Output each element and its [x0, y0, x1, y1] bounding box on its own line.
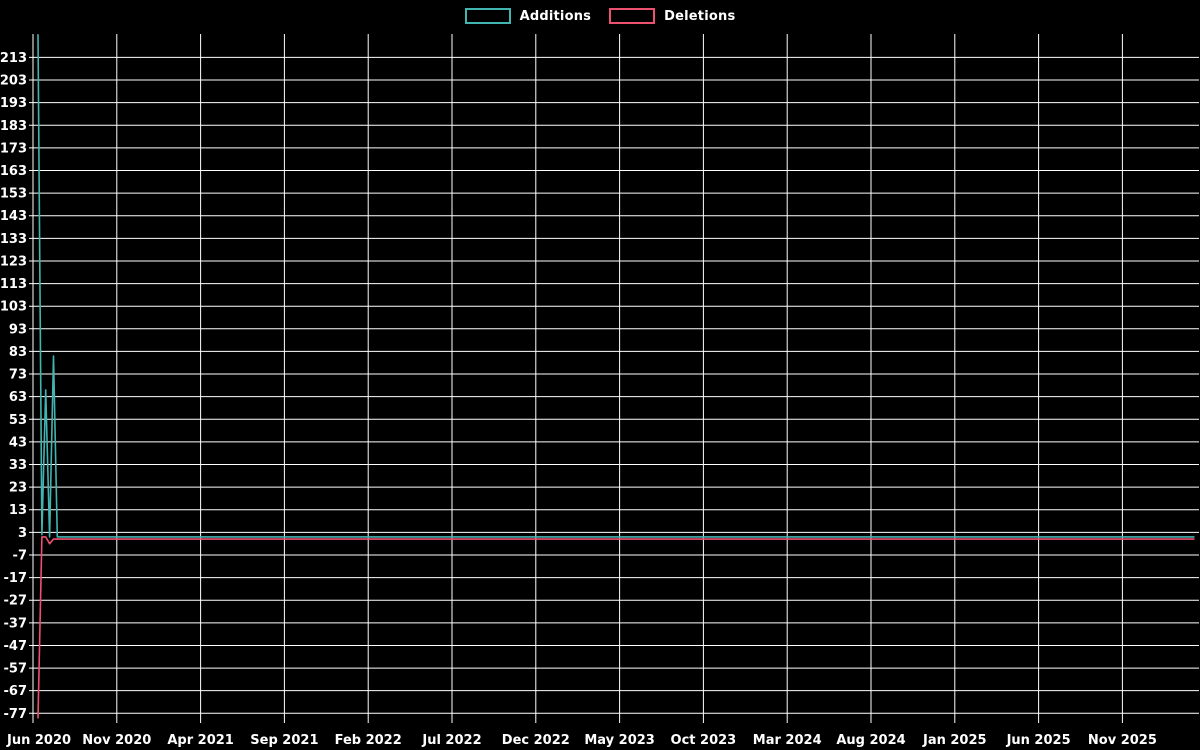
x-tick-label: May 2023	[584, 733, 655, 748]
x-tick-label: Dec 2022	[502, 733, 570, 748]
y-tick-label: 143	[0, 209, 27, 224]
x-tick-label: Jul 2022	[421, 733, 481, 748]
y-tick-label: -37	[4, 616, 28, 631]
y-tick-label: -77	[4, 707, 28, 722]
x-tick-label: Mar 2024	[753, 733, 822, 748]
y-tick-label: 123	[0, 254, 27, 269]
y-tick-label: 53	[9, 413, 27, 428]
legend-label-deletions: Deletions	[664, 8, 736, 24]
y-tick-label: 43	[9, 435, 27, 450]
y-tick-label: 33	[9, 458, 27, 473]
x-tick-label: Oct 2023	[671, 733, 737, 748]
x-tick-label: Feb 2022	[335, 733, 402, 748]
y-tick-label: 73	[9, 368, 27, 383]
y-tick-label: -7	[13, 548, 27, 563]
series-line-additions	[37, 33, 1195, 538]
y-tick-label: 113	[0, 277, 27, 292]
legend-label-additions: Additions	[519, 8, 592, 24]
y-tick-label: -67	[4, 684, 28, 699]
x-tick-label: Aug 2024	[836, 733, 905, 748]
x-tick-label: Nov 2025	[1088, 733, 1157, 748]
x-tick-label: Sep 2021	[250, 733, 318, 748]
y-tick-label: 63	[9, 390, 27, 405]
y-tick-label: 83	[9, 345, 27, 360]
chart-legend: Additions Deletions	[0, 8, 1200, 24]
y-tick-label: 23	[9, 481, 27, 496]
y-tick-label: -57	[4, 662, 28, 677]
y-tick-label: 153	[0, 187, 27, 202]
legend-swatch-additions	[464, 8, 511, 24]
y-tick-label: 173	[0, 141, 27, 156]
legend-item-additions: Additions	[464, 8, 592, 24]
y-tick-label: 13	[9, 503, 27, 518]
series-line-deletions	[37, 536, 1195, 719]
x-tick-label: Nov 2020	[82, 733, 151, 748]
y-tick-label: 163	[0, 164, 27, 179]
x-tick-label: Jun 2020	[6, 733, 71, 748]
y-tick-label: 133	[0, 232, 27, 247]
y-tick-label: -27	[4, 594, 28, 609]
y-tick-label: 203	[0, 74, 27, 89]
y-tick-label: -17	[4, 571, 28, 586]
legend-swatch-deletions	[609, 8, 656, 24]
legend-item-deletions: Deletions	[609, 8, 735, 24]
y-tick-label: 183	[0, 119, 27, 134]
y-tick-label: 103	[0, 300, 27, 315]
y-tick-label: 213	[0, 51, 27, 66]
x-tick-label: Jun 2025	[1006, 733, 1071, 748]
x-tick-label: Apr 2021	[167, 733, 234, 748]
y-tick-label: 93	[9, 322, 27, 337]
y-tick-label: 3	[18, 526, 27, 541]
y-tick-label: -47	[4, 639, 28, 654]
y-tick-label: 193	[0, 96, 27, 111]
x-tick-label: Jan 2025	[922, 733, 987, 748]
